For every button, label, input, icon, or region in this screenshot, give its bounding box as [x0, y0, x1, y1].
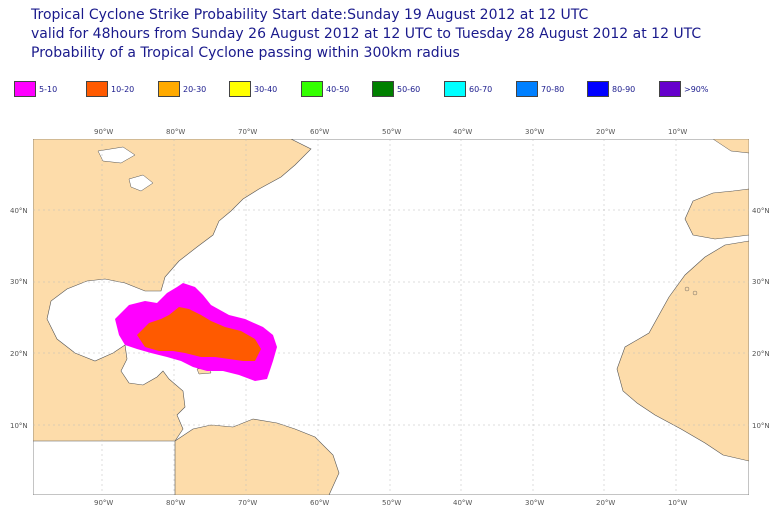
probability-region-10-20	[137, 307, 261, 361]
lon-tick-top: 10°W	[668, 128, 688, 136]
legend-swatch	[587, 81, 609, 97]
legend-label: 50-60	[397, 84, 421, 94]
legend-label: 5-10	[39, 84, 58, 94]
land-africa	[616, 240, 750, 462]
legend-swatch	[516, 81, 538, 97]
legend-swatch	[86, 81, 108, 97]
graticule	[33, 139, 749, 495]
title-line-1: Tropical Cyclone Strike Probability Star…	[31, 7, 589, 23]
legend-label: 70-80	[541, 84, 565, 94]
legend-swatch	[301, 81, 323, 97]
map-panel	[32, 138, 750, 496]
legend-label: 30-40	[254, 84, 278, 94]
land-canary-islands	[684, 286, 690, 292]
legend-swatch	[158, 81, 180, 97]
legend-swatch	[14, 81, 36, 97]
lon-tick-bottom: 80°W	[166, 499, 186, 507]
legend-label: >90%	[684, 84, 709, 94]
legend-item-80-90: 80-90	[587, 81, 635, 97]
legend-item-70-80: 70-80	[516, 81, 564, 97]
legend-swatch	[444, 81, 466, 97]
lat-tick-right: 10°N	[752, 422, 770, 430]
land-canary-islands	[692, 290, 698, 296]
legend-item-40-50: 40-50	[301, 81, 349, 97]
legend-swatch	[659, 81, 681, 97]
legend-swatch	[372, 81, 394, 97]
legend-item-20-30: 20-30	[158, 81, 206, 97]
lon-tick-bottom: 60°W	[310, 499, 330, 507]
legend-label: 10-20	[111, 84, 135, 94]
probability-legend: 5-10 10-20 20-30 30-40 40-50 50-60 60-70…	[14, 81, 774, 101]
legend-item-30-40: 30-40	[229, 81, 277, 97]
lake-region	[128, 174, 154, 192]
lat-tick-left: 20°N	[10, 350, 28, 358]
land-north-america	[32, 138, 312, 442]
legend-item-10-20: 10-20	[86, 81, 134, 97]
lon-tick-bottom: 40°W	[453, 499, 473, 507]
lon-tick-top: 70°W	[238, 128, 258, 136]
title-line-3: Probability of a Tropical Cyclone passin…	[31, 45, 460, 61]
legend-item-60-70: 60-70	[444, 81, 492, 97]
lon-tick-bottom: 50°W	[382, 499, 402, 507]
legend-swatch	[229, 81, 251, 97]
legend-label: 20-30	[183, 84, 207, 94]
lon-tick-top: 80°W	[166, 128, 186, 136]
lat-tick-right: 40°N	[752, 207, 770, 215]
lon-tick-bottom: 20°W	[596, 499, 616, 507]
title-line-2: valid for 48hours from Sunday 26 August …	[31, 26, 702, 42]
lon-tick-top: 20°W	[596, 128, 616, 136]
land-europe	[684, 188, 750, 240]
lat-tick-left: 30°N	[10, 278, 28, 286]
legend-item-5-10: 5-10	[14, 81, 57, 97]
lon-tick-bottom: 30°W	[525, 499, 545, 507]
lon-tick-top: 40°W	[453, 128, 473, 136]
lat-tick-left: 10°N	[10, 422, 28, 430]
lat-tick-left: 40°N	[10, 207, 28, 215]
lat-tick-right: 30°N	[752, 278, 770, 286]
legend-label: 80-90	[612, 84, 636, 94]
lon-tick-top: 60°W	[310, 128, 330, 136]
lon-tick-top: 30°W	[525, 128, 545, 136]
lat-tick-right: 20°N	[752, 350, 770, 358]
lon-tick-bottom: 10°W	[668, 499, 688, 507]
lon-tick-top: 90°W	[94, 128, 114, 136]
lon-tick-bottom: 90°W	[94, 499, 114, 507]
legend-item-over-90: >90%	[659, 81, 708, 97]
legend-item-50-60: 50-60	[372, 81, 420, 97]
lon-tick-top: 50°W	[382, 128, 402, 136]
lon-tick-bottom: 70°W	[238, 499, 258, 507]
map-svg	[32, 138, 750, 496]
map-title: Tropical Cyclone Strike Probability Star…	[31, 6, 701, 63]
legend-label: 40-50	[326, 84, 350, 94]
legend-label: 60-70	[469, 84, 493, 94]
